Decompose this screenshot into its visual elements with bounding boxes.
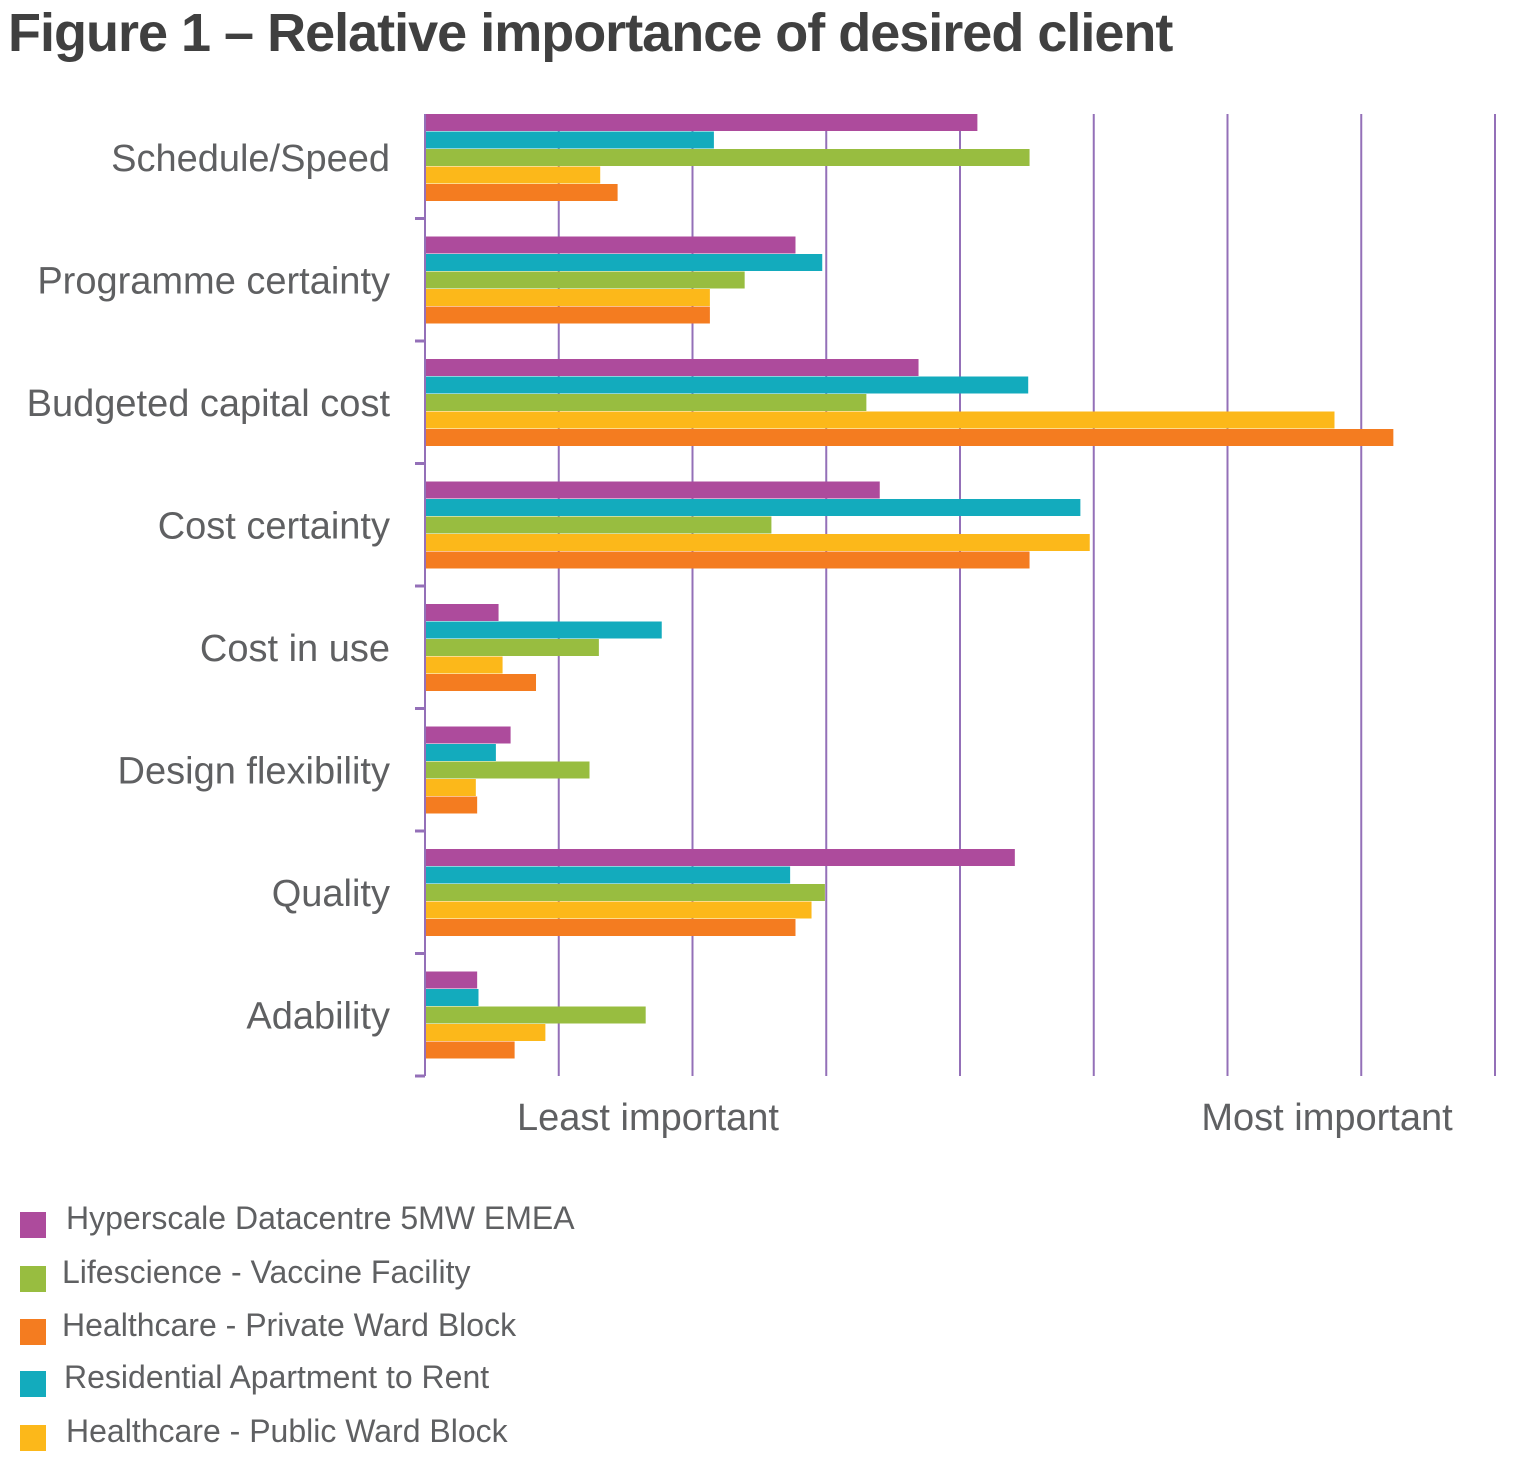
legend-swatch bbox=[20, 1212, 46, 1238]
legend-swatch bbox=[20, 1371, 46, 1397]
category-label: Cost certainty bbox=[158, 505, 390, 547]
bar bbox=[425, 849, 1015, 866]
bar bbox=[425, 901, 812, 919]
bar bbox=[425, 236, 796, 254]
bar bbox=[425, 1041, 515, 1059]
legend-label: Lifescience - Vaccine Facility bbox=[62, 1254, 471, 1290]
legend-swatch bbox=[20, 1319, 46, 1345]
bar bbox=[425, 866, 791, 884]
bar bbox=[425, 149, 1030, 166]
category-labels: Schedule/Speed Programme certainty Budgete… bbox=[27, 138, 391, 1038]
bars bbox=[425, 114, 1394, 1059]
category-label: Design flexibility bbox=[118, 750, 390, 792]
bar bbox=[425, 744, 496, 761]
category-label: Quality bbox=[272, 873, 390, 915]
bar bbox=[425, 761, 590, 779]
bar bbox=[425, 1024, 546, 1041]
y-axis bbox=[415, 114, 426, 1078]
bar bbox=[425, 184, 618, 201]
bar bbox=[425, 376, 1029, 394]
bar bbox=[425, 674, 537, 691]
category-label: Cost in use bbox=[200, 628, 390, 670]
category-label: Budgeted capital cost bbox=[27, 383, 391, 425]
chart-title: Figure 1 – Relative importance of desire… bbox=[8, 3, 1173, 63]
x-label-least-important: Least important bbox=[517, 1097, 779, 1139]
bar bbox=[425, 516, 772, 534]
legend-label: Healthcare - Private Ward Block bbox=[62, 1307, 517, 1343]
bar bbox=[425, 411, 1335, 429]
bar bbox=[425, 359, 919, 376]
bar bbox=[425, 726, 511, 744]
bar bbox=[425, 919, 796, 936]
bar bbox=[425, 534, 1090, 551]
bar bbox=[425, 289, 710, 306]
bar bbox=[425, 254, 823, 271]
bar bbox=[425, 114, 978, 131]
bar bbox=[425, 604, 499, 621]
bar bbox=[425, 621, 662, 639]
bar bbox=[425, 796, 478, 814]
bar bbox=[425, 1006, 646, 1024]
x-label-most-important: Most important bbox=[1201, 1097, 1453, 1139]
bar bbox=[425, 551, 1030, 569]
bar bbox=[425, 971, 478, 989]
bar bbox=[425, 306, 710, 324]
bar bbox=[425, 656, 503, 674]
legend-label: Hyperscale Datacentre 5MW EMEA bbox=[66, 1200, 575, 1236]
bar bbox=[425, 884, 825, 901]
bar bbox=[425, 481, 880, 499]
legend-swatch bbox=[20, 1425, 46, 1451]
legend-label: Healthcare - Public Ward Block bbox=[66, 1413, 508, 1449]
category-label: Adability bbox=[246, 995, 390, 1037]
bar bbox=[425, 166, 601, 184]
bar bbox=[425, 989, 479, 1006]
bar bbox=[425, 131, 714, 149]
legend-label: Residential Apartment to Rent bbox=[64, 1359, 490, 1395]
bar bbox=[425, 271, 745, 289]
legend-swatch bbox=[20, 1266, 46, 1292]
bar bbox=[425, 394, 867, 411]
category-label: Schedule/Speed bbox=[111, 138, 390, 180]
bar-chart: Schedule/Speed Programme certainty Budgete… bbox=[27, 114, 1496, 1139]
bar bbox=[425, 499, 1081, 516]
bar bbox=[425, 639, 599, 656]
bar bbox=[425, 779, 476, 796]
bar bbox=[425, 429, 1394, 446]
category-label: Programme certainty bbox=[37, 260, 390, 302]
